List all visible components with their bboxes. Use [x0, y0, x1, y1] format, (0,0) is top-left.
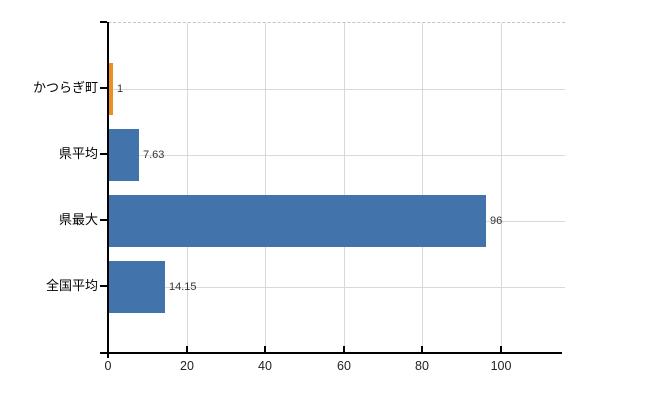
y-tick-mark [100, 153, 107, 155]
x-tick-mark [264, 346, 266, 352]
vertical-gridline [265, 23, 266, 353]
vertical-gridline [344, 23, 345, 353]
y-tick-mark [100, 285, 107, 287]
y-tick-mark [100, 219, 107, 221]
category-label: 県最大 [58, 212, 98, 227]
bar [109, 129, 139, 181]
horizontal-gridline [108, 287, 565, 288]
vertical-gridline [187, 23, 188, 353]
y-tick-mark [100, 87, 107, 89]
x-tick-label: 40 [258, 359, 272, 373]
y-axis-end-tick [100, 21, 107, 23]
x-tick-mark [500, 346, 502, 352]
horizontal-gridline [108, 89, 565, 90]
plot-area: 1 7.63 96 14.15 [108, 22, 565, 353]
x-tick-mark [107, 346, 109, 352]
x-tick-label: 100 [490, 359, 512, 373]
bar-value-label: 96 [490, 215, 503, 227]
bar [109, 63, 113, 115]
x-tick-label: 60 [337, 359, 351, 373]
horizontal-gridline [108, 155, 565, 156]
x-tick-label: 20 [180, 359, 194, 373]
x-tick-label: 80 [415, 359, 429, 373]
bar [109, 261, 165, 313]
category-label: かつらぎ町 [32, 80, 98, 95]
vertical-gridline [422, 23, 423, 353]
category-label: 県平均 [58, 146, 98, 161]
x-tick-mark [421, 346, 423, 352]
bar-value-label: 7.63 [143, 149, 165, 161]
x-axis-line [100, 352, 562, 354]
category-label: 全国平均 [45, 278, 98, 293]
x-tick-mark [186, 346, 188, 352]
bar-value-label: 1 [117, 83, 124, 95]
x-tick-mark [343, 346, 345, 352]
vertical-gridline [501, 23, 502, 353]
bar-value-label: 14.15 [169, 281, 197, 293]
y-axis-line [107, 22, 109, 358]
bar [109, 195, 486, 247]
x-tick-label: 0 [104, 359, 112, 373]
